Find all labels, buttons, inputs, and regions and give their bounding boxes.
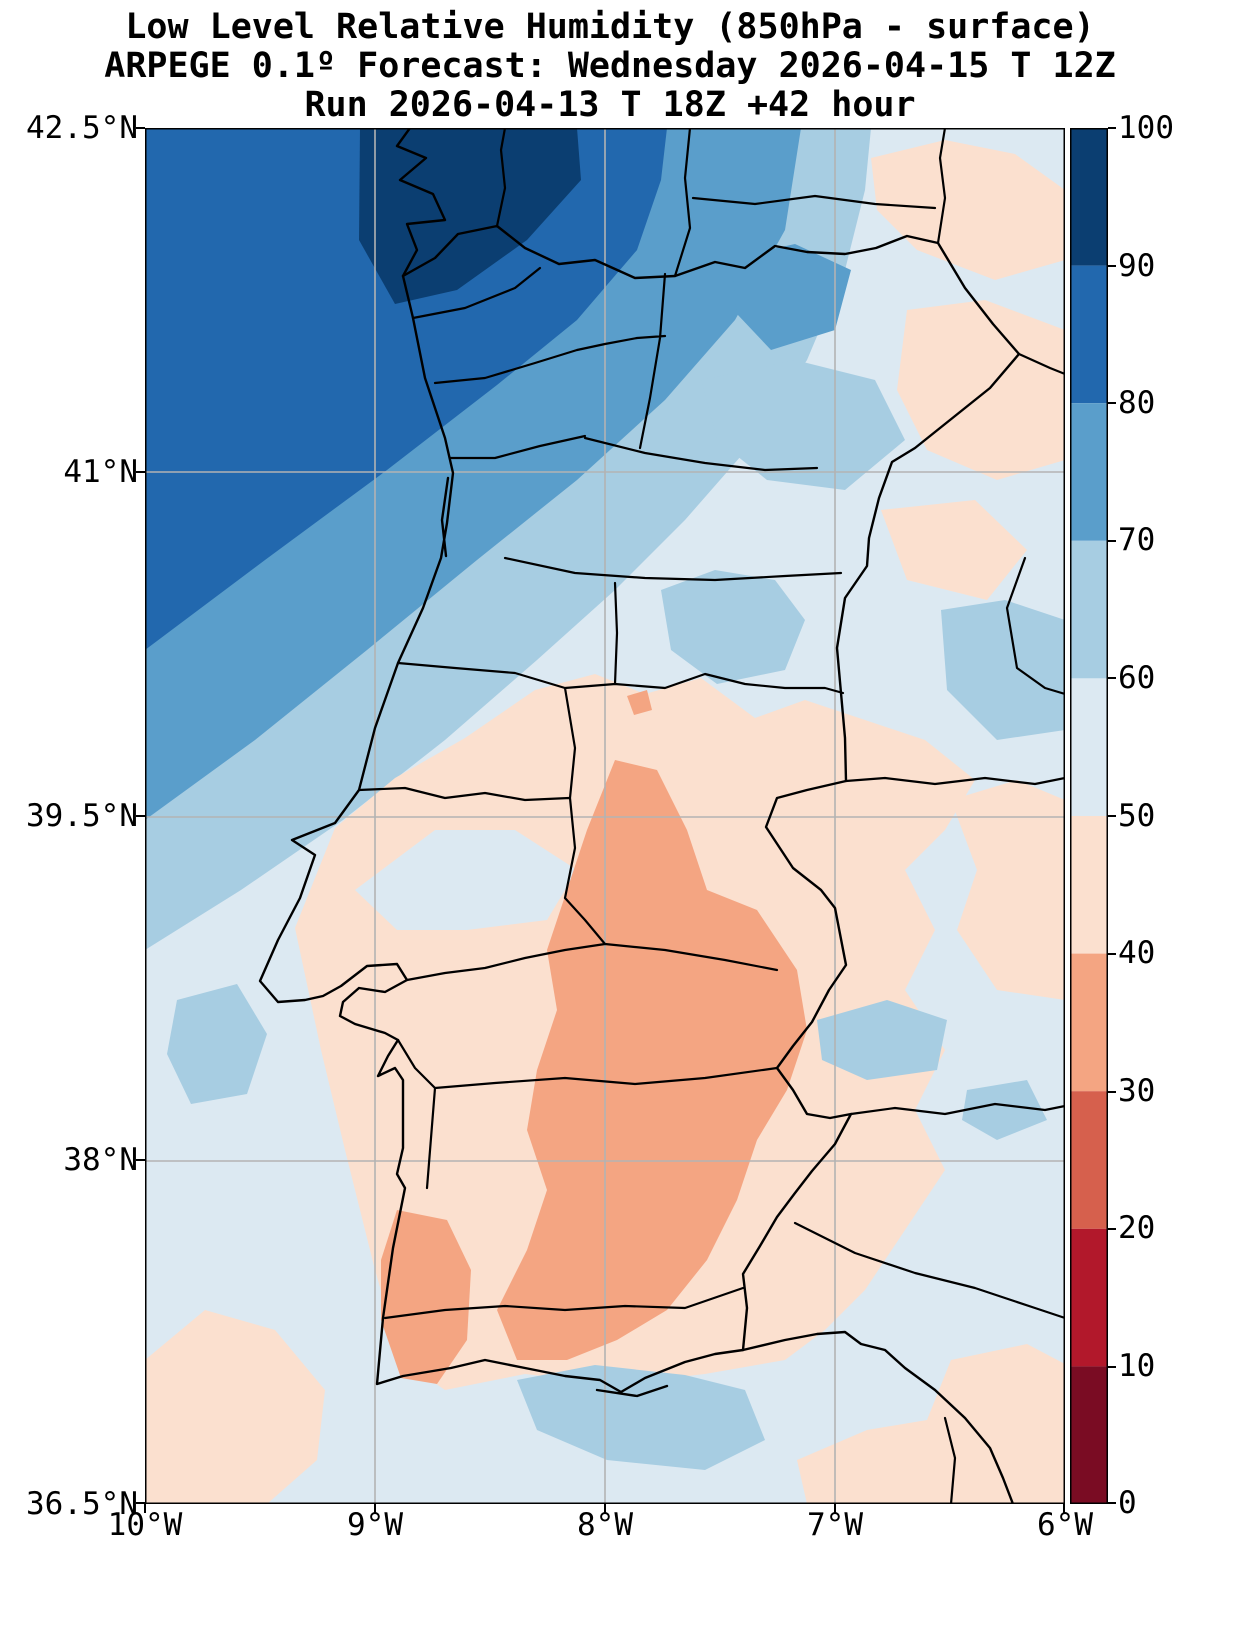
contour-region-40-50: [881, 500, 1027, 600]
contour-region-60-70: [661, 570, 805, 684]
colorbar-tick-label: 20: [1118, 1210, 1156, 1246]
axis-tick: [374, 1504, 376, 1513]
colorbar-cell: [1070, 540, 1108, 679]
y-tick-label: 42.5°N: [26, 110, 138, 146]
colorbar-tick: [1108, 127, 1116, 129]
contour-region-40-50: [871, 140, 1065, 280]
axis-tick: [136, 1159, 145, 1161]
colorbar-tick: [1108, 1502, 1116, 1504]
gridlines: [145, 128, 1065, 1504]
colorbar-cell: [1070, 816, 1108, 954]
colorbar-tick-label: 0: [1118, 1485, 1137, 1521]
province-boundaries: [495, 128, 1065, 1504]
colorbar-tick-label: 30: [1118, 1073, 1156, 1109]
axis-tick: [834, 1504, 836, 1513]
colorbar-cell: [1070, 1366, 1108, 1504]
contour-region-60-70: [817, 1000, 947, 1080]
colorbar-tick: [1108, 1091, 1116, 1093]
colorbar-tick: [1108, 540, 1116, 542]
district-boundaries: [357, 266, 845, 1320]
colorbar-tick-label: 80: [1118, 385, 1156, 421]
y-tick-label: 41°N: [63, 454, 138, 490]
contour-region-60-70: [701, 360, 905, 490]
contour-region-30-40: [627, 690, 652, 715]
contour-region-40-50: [897, 300, 1065, 480]
axis-tick: [144, 1504, 146, 1513]
colorbar-tick-label: 60: [1118, 660, 1156, 696]
colorbar: [1070, 128, 1108, 1504]
title-line-1: Low Level Relative Humidity (850hPa - su…: [125, 7, 1095, 47]
axis-tick: [136, 815, 145, 817]
colorbar-tick: [1108, 815, 1116, 817]
colorbar-tick: [1108, 402, 1116, 404]
colorbar-tick: [1108, 1228, 1116, 1230]
colorbar-tick: [1108, 265, 1116, 267]
chart-title: Low Level Relative Humidity (850hPa - su…: [0, 8, 1220, 125]
colorbar-cell: [1070, 1091, 1108, 1229]
contour-region-50-60: [355, 830, 577, 930]
contour-region-60-70: [167, 984, 267, 1104]
contour-region-90-100: [359, 128, 581, 304]
axis-tick: [136, 1502, 145, 1504]
contour-region-80-90: [145, 128, 667, 650]
contour-region-60-70: [941, 600, 1065, 740]
x-tick-label: 6°W: [1037, 1507, 1093, 1543]
colorbar-tick-label: 70: [1118, 522, 1156, 558]
colorbar-cell: [1070, 403, 1108, 541]
coastline: [258, 128, 1015, 1504]
colorbar-cell: [1070, 265, 1108, 404]
colorbar-cell: [1070, 678, 1108, 816]
colorbar-tick: [1108, 677, 1116, 679]
axis-tick: [604, 1504, 606, 1513]
y-tick-label: 36.5°N: [26, 1486, 138, 1522]
colorbar-tick: [1108, 953, 1116, 955]
colorbar-tick: [1108, 1366, 1116, 1368]
x-tick-label: 8°W: [577, 1507, 633, 1543]
contour-region-40-50: [951, 780, 1065, 1000]
x-tick-label: 10°W: [107, 1507, 183, 1543]
contour-region-60-70: [517, 1365, 765, 1470]
x-tick-label: 9°W: [347, 1507, 403, 1543]
y-tick-label: 39.5°N: [26, 798, 138, 834]
contour-region-60-70: [962, 1080, 1047, 1140]
contour-region-30-40: [381, 1210, 471, 1384]
colorbar-tick-label: 90: [1118, 248, 1156, 284]
country-border: [401, 224, 1021, 1352]
colorbar-cell: [1070, 953, 1108, 1092]
colorbar-tick-label: 50: [1118, 798, 1156, 834]
title-line-2: ARPEGE 0.1º Forecast: Wednesday 2026-04-…: [104, 46, 1116, 86]
axis-tick: [1063, 1504, 1065, 1513]
axis-tick: [136, 471, 145, 473]
contour-region-40-50: [145, 1310, 325, 1504]
colorbar-tick-label: 100: [1118, 110, 1174, 146]
axis-tick: [136, 127, 145, 129]
y-tick-label: 38°N: [63, 1142, 138, 1178]
title-line-3: Run 2026-04-13 T 18Z +42 hour: [304, 85, 916, 125]
contour-map: [145, 128, 1065, 1504]
contour-region-70-80: [731, 244, 851, 350]
colorbar-tick-label: 40: [1118, 935, 1156, 971]
colorbar-cell: [1070, 128, 1108, 266]
x-tick-label: 7°W: [807, 1507, 863, 1543]
colorbar-cell: [1070, 1228, 1108, 1367]
colorbar-tick-label: 10: [1118, 1348, 1156, 1384]
